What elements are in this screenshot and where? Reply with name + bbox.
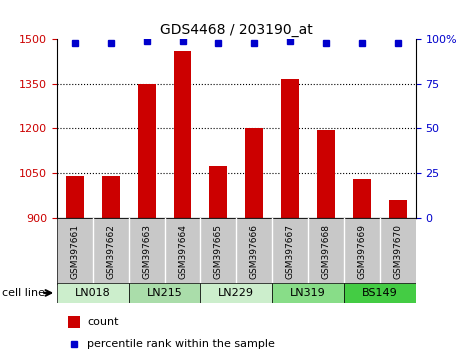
Bar [272, 283, 344, 303]
Text: GSM397667: GSM397667 [285, 224, 294, 279]
Text: LN018: LN018 [75, 288, 111, 298]
Text: cell line: cell line [2, 288, 46, 298]
Bar [389, 200, 407, 218]
Text: LN319: LN319 [290, 288, 326, 298]
Bar [138, 84, 156, 218]
Text: LN229: LN229 [218, 288, 254, 298]
Text: GSM397664: GSM397664 [178, 224, 187, 279]
Bar [281, 79, 299, 218]
Text: GSM397665: GSM397665 [214, 224, 223, 279]
Bar [68, 316, 80, 329]
Text: GSM397668: GSM397668 [322, 224, 331, 279]
Bar [66, 176, 84, 218]
Text: percentile rank within the sample: percentile rank within the sample [87, 339, 276, 349]
Text: GSM397663: GSM397663 [142, 224, 151, 279]
Bar [102, 176, 120, 218]
Text: GSM397662: GSM397662 [106, 224, 115, 279]
Text: count: count [87, 317, 119, 327]
Bar [57, 283, 129, 303]
Text: GSM397670: GSM397670 [393, 224, 402, 279]
Bar [353, 179, 371, 218]
Bar [344, 283, 416, 303]
Text: GSM397666: GSM397666 [250, 224, 259, 279]
Bar [209, 166, 228, 218]
Text: GSM397669: GSM397669 [357, 224, 366, 279]
Text: LN215: LN215 [147, 288, 182, 298]
Bar [173, 51, 191, 218]
Bar [129, 283, 200, 303]
Text: BS149: BS149 [362, 288, 398, 298]
Bar [317, 130, 335, 218]
Bar [245, 129, 263, 218]
Bar [200, 283, 272, 303]
Title: GDS4468 / 203190_at: GDS4468 / 203190_at [160, 23, 313, 36]
Text: GSM397661: GSM397661 [70, 224, 79, 279]
